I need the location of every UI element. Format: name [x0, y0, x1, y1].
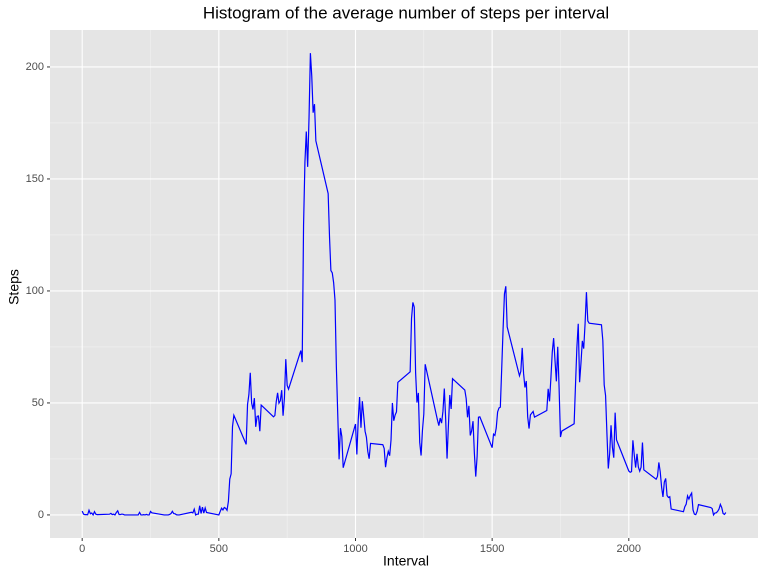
- plot-panel: [50, 30, 758, 538]
- y-tick-label: 100: [26, 285, 44, 297]
- x-tick-label: 0: [79, 543, 85, 555]
- line: [81, 53, 727, 517]
- y-tick-label: 200: [26, 61, 44, 73]
- y-tick-label: 0: [38, 509, 44, 521]
- y-tick-label: 150: [26, 173, 44, 185]
- y-tick-label: 50: [32, 397, 44, 409]
- x-tick-label: 1500: [480, 543, 504, 555]
- x-tick-label: 1000: [343, 543, 367, 555]
- x-tick-label: 2000: [617, 543, 641, 555]
- y-axis-label: Steps: [6, 269, 22, 305]
- x-axis-label: Interval: [383, 553, 429, 569]
- x-tick-label: 500: [210, 543, 228, 555]
- chart-title: Histogram of the average number of steps…: [203, 3, 609, 22]
